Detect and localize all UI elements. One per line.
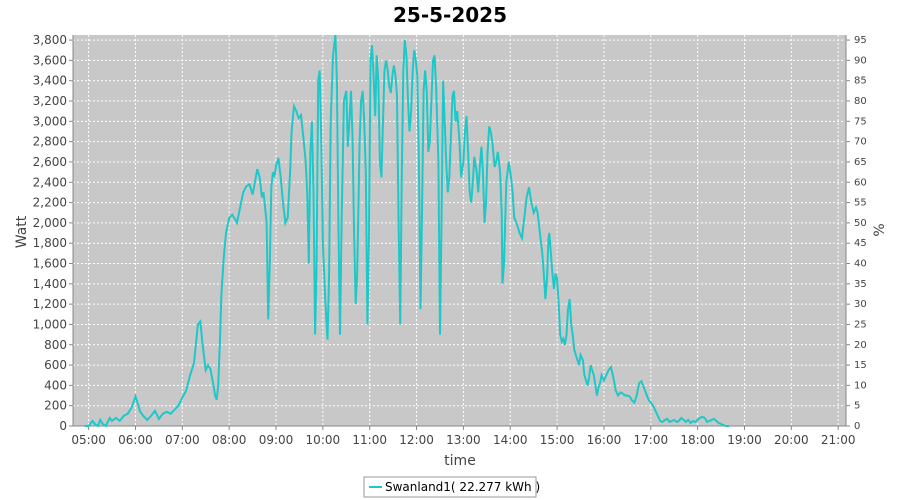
y-tick-label: 2,200 [33,196,67,210]
y2-tick-label: 90 [854,55,867,66]
y-tick-label: 600 [44,358,67,372]
y-tick-label: 0 [59,419,67,433]
x-tick-label: 05:00 [71,433,106,447]
y2-tick-label: 10 [854,380,867,391]
x-tick-label: 09:00 [259,433,294,447]
y-tick-label: 3,800 [33,33,67,47]
y-tick-label: 2,600 [33,155,67,169]
y2-tick-label: 55 [854,198,867,209]
x-tick-label: 17:00 [634,433,669,447]
x-axis-label: time [444,453,476,469]
y2-tick-label: 65 [854,157,867,168]
x-tick-label: 07:00 [165,433,200,447]
x-tick-label: 16:00 [587,433,622,447]
plot-area [73,35,846,426]
y-tick-label: 3,200 [33,94,67,108]
x-tick-label: 20:00 [774,433,809,447]
y2-tick-label: 0 [854,421,860,432]
x-axis-ticks: 05:00 06:00 07:00 08:00 09:00 10:00 11:00 12:00… [71,426,855,447]
x-tick-label: 21:00 [821,433,856,447]
y-tick-label: 1,600 [33,257,67,271]
y2-tick-label: 50 [854,218,867,229]
y2-tick-label: 75 [854,116,867,127]
y-tick-label: 1,000 [33,317,67,331]
y-tick-label: 200 [44,399,67,413]
y-tick-label: 2,800 [33,135,67,149]
y2-tick-label: 25 [854,319,867,330]
y2-axis-ticks: 0 5 10 15 20 25 30 35 40 45 50 55 60 65 70 75 80 85 90 95 [846,35,867,432]
y2-tick-label: 5 [854,401,860,412]
y-axis-ticks: 0 200 400 600 800 1,000 1,200 1,400 1,600 1,800 2,… [33,33,73,433]
y2-tick-label: 80 [854,96,867,107]
legend: Swanland1( 22.277 kWh ) [363,476,540,498]
y2-tick-label: 85 [854,76,867,87]
horizontal-gridlines [73,39,846,427]
series-line-swanland1 [84,34,729,428]
y2-tick-label: 70 [854,137,867,148]
y2-tick-label: 30 [854,299,867,310]
y2-tick-label: 95 [854,35,867,46]
x-tick-label: 19:00 [727,433,762,447]
x-tick-label: 10:00 [306,433,341,447]
y2-axis-label: % [872,223,888,236]
y-axis-label: Watt [14,215,30,248]
y-tick-label: 2,400 [33,175,67,189]
y-tick-label: 800 [44,338,67,352]
x-tick-label: 12:00 [399,433,434,447]
x-tick-label: 15:00 [540,433,575,447]
x-tick-label: 18:00 [680,433,715,447]
chart-title: 25-5-2025 [393,3,507,27]
legend-box [363,476,537,498]
x-tick-label: 13:00 [446,433,481,447]
y-tick-label: 3,600 [33,53,67,67]
vertical-gridlines [88,35,839,426]
y-tick-label: 400 [44,378,67,392]
y-tick-label: 1,200 [33,297,67,311]
y-tick-label: 3,400 [33,74,67,88]
y-tick-label: 1,800 [33,236,67,250]
x-tick-label: 06:00 [118,433,153,447]
x-tick-label: 08:00 [212,433,247,447]
y2-tick-label: 60 [854,177,867,188]
x-tick-label: 14:00 [493,433,528,447]
y-tick-label: 3,000 [33,114,67,128]
x-tick-label: 11:00 [352,433,387,447]
y2-tick-label: 20 [854,340,867,351]
y2-tick-label: 15 [854,360,867,371]
y2-tick-label: 40 [854,259,867,270]
legend-item-swanland1: Swanland1( 22.277 kWh ) [385,480,540,494]
y2-tick-label: 35 [854,279,867,290]
y-tick-label: 1,400 [33,277,67,291]
y-tick-label: 2,000 [33,216,67,230]
y2-tick-label: 45 [854,238,867,249]
